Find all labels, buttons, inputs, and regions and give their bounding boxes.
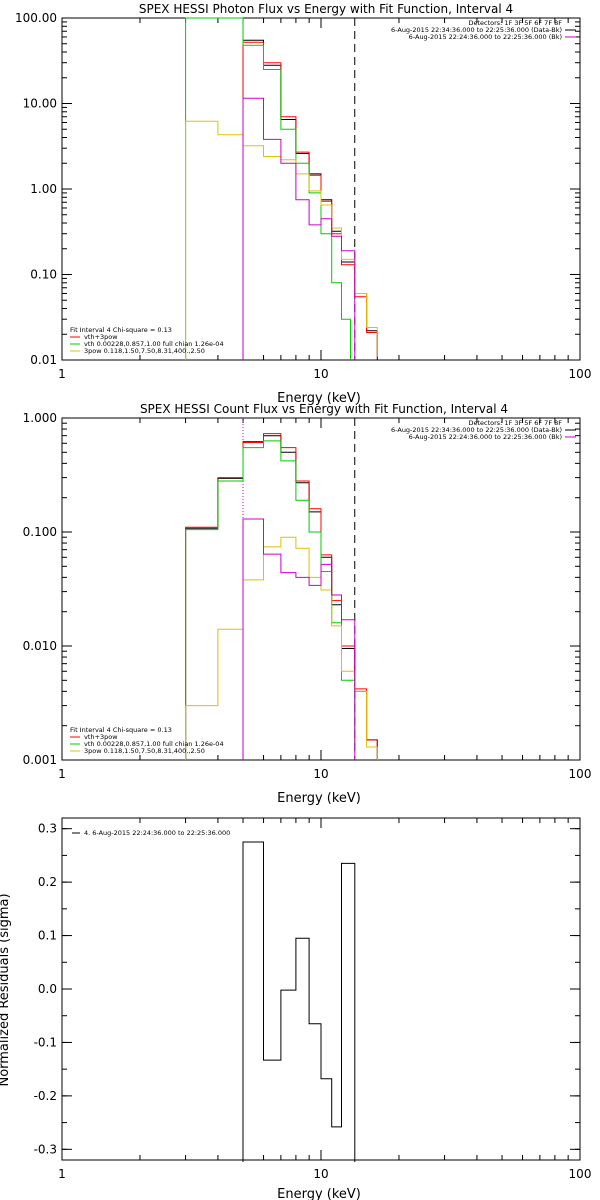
legend-entry: vth 0.00228,0.857,1.00 full chian 1.26e-… [84, 740, 224, 748]
series-bk-histogram [242, 518, 356, 760]
count-flux-panel: SPEX HESSI Count Flux vs Energy with Fit… [23, 402, 592, 806]
count-flux-plot-area: 1 10 100 1.000 0.100 0.010 0.001 Detectors: 1F … [23, 411, 592, 781]
x-tick-label: 10 [313, 367, 328, 381]
count-flux-title: SPEX HESSI Count Flux vs Energy with Fit… [140, 402, 508, 416]
legend-entry: 3pow 0.118,1.50,7.50,8.31,400.,2.50 [84, 347, 205, 355]
residuals-plot-frame [61, 817, 581, 1161]
series-data-bk-histogram [242, 39, 378, 360]
y-tick-label: 0.010 [23, 639, 57, 653]
info-line: 6-Aug-2015 22:34:36.000 to 22:25:36.000 … [391, 26, 562, 34]
y-tick-label: 0.01 [30, 353, 57, 367]
y-tick-label: 0.10 [30, 268, 57, 282]
series-data-bk-histogram [185, 435, 378, 760]
x-tick-label: 1 [58, 767, 66, 781]
info-line: Detectors: 1F 3F 5F 6F 7F 8F [468, 19, 562, 27]
y-tick-label: 0.001 [23, 753, 57, 767]
residuals-plot-area: 1 10 100 0.3 0.2 0.1 0.0 -0.1 -0.2 -0.3 4. 6-Aug-2… [34, 818, 592, 1181]
info-line: 6-Aug-2015 22:24:36.000 to 22:25:36.000 … [409, 33, 562, 41]
legend-entry: vth+3pow [84, 333, 118, 341]
residuals-xlabel: Energy (keV) [277, 1187, 361, 1200]
y-tick-label: -0.2 [34, 1089, 57, 1103]
residuals-ylabel: Normalized Residuals (sigma) [0, 893, 12, 1086]
x-tick-label: 100 [569, 367, 592, 381]
info-line: 6-Aug-2015 22:24:36.000 to 22:25:36.000 … [409, 433, 562, 441]
series-vth-3pow-histogram [242, 41, 378, 360]
count-flux-xlabel: Energy (keV) [277, 791, 361, 806]
series-residuals-histogram [242, 841, 356, 1162]
x-tick-label: 1 [58, 1167, 66, 1181]
series-vth-histogram [185, 17, 351, 360]
x-tick-label: 10 [313, 1167, 328, 1181]
y-tick-label: 0.100 [23, 525, 57, 539]
series-3pow-histogram [185, 120, 378, 360]
photon-flux-panel: SPEX HESSI Photon Flux vs Energy with Fi… [15, 2, 591, 406]
info-line: 6-Aug-2015 22:34:36.000 to 22:25:36.000 … [391, 426, 562, 434]
legend-entry: vth 0.00228,0.857,1.00 full chian 1.26e-… [84, 340, 224, 348]
info-line: Detectors: 1F 3F 5F 6F 7F 8F [468, 419, 562, 427]
legend-header: Fit Interval 4 Chi-square = 0.13 [70, 726, 172, 734]
y-tick-label: 10.00 [23, 97, 57, 111]
y-tick-label: -0.1 [34, 1035, 57, 1049]
y-tick-label: 1.00 [30, 182, 57, 196]
photon-flux-xlabel: Energy (keV) [277, 391, 361, 406]
y-tick-label: 0.0 [38, 982, 57, 996]
y-tick-label: 0.1 [38, 929, 57, 943]
y-tick-label: 100.00 [15, 11, 57, 25]
y-tick-label: 0.3 [38, 822, 57, 836]
residuals-panel: Energy (keV) Normalized Residuals (sigma… [0, 817, 592, 1200]
x-tick-label: 100 [569, 767, 592, 781]
legend-entry: 4. 6-Aug-2015 22:24:36.000 to 22:25:36.0… [84, 829, 230, 837]
x-tick-label: 100 [569, 1167, 592, 1181]
x-tick-label: 10 [313, 767, 328, 781]
series-vth-histogram [185, 440, 356, 760]
legend-header: Fit Interval 4 Chi-square = 0.13 [70, 326, 172, 334]
series-vth-3pow-histogram [185, 433, 378, 760]
legend-entry: 3pow 0.118,1.50,7.50,8.31,400.,2.50 [84, 747, 205, 755]
series-bk-histogram [242, 97, 356, 360]
photon-flux-plot-area: 1 10 100 100.00 10.00 1.00 0.10 0.01 Detectors: … [15, 11, 591, 381]
legend-entry: vth+3pow [84, 733, 118, 741]
photon-flux-title: SPEX HESSI Photon Flux vs Energy with Fi… [139, 2, 513, 16]
y-tick-label: 1.000 [23, 411, 57, 425]
y-tick-label: -0.3 [34, 1142, 57, 1156]
y-tick-label: 0.2 [38, 875, 57, 889]
x-tick-label: 1 [58, 367, 66, 381]
